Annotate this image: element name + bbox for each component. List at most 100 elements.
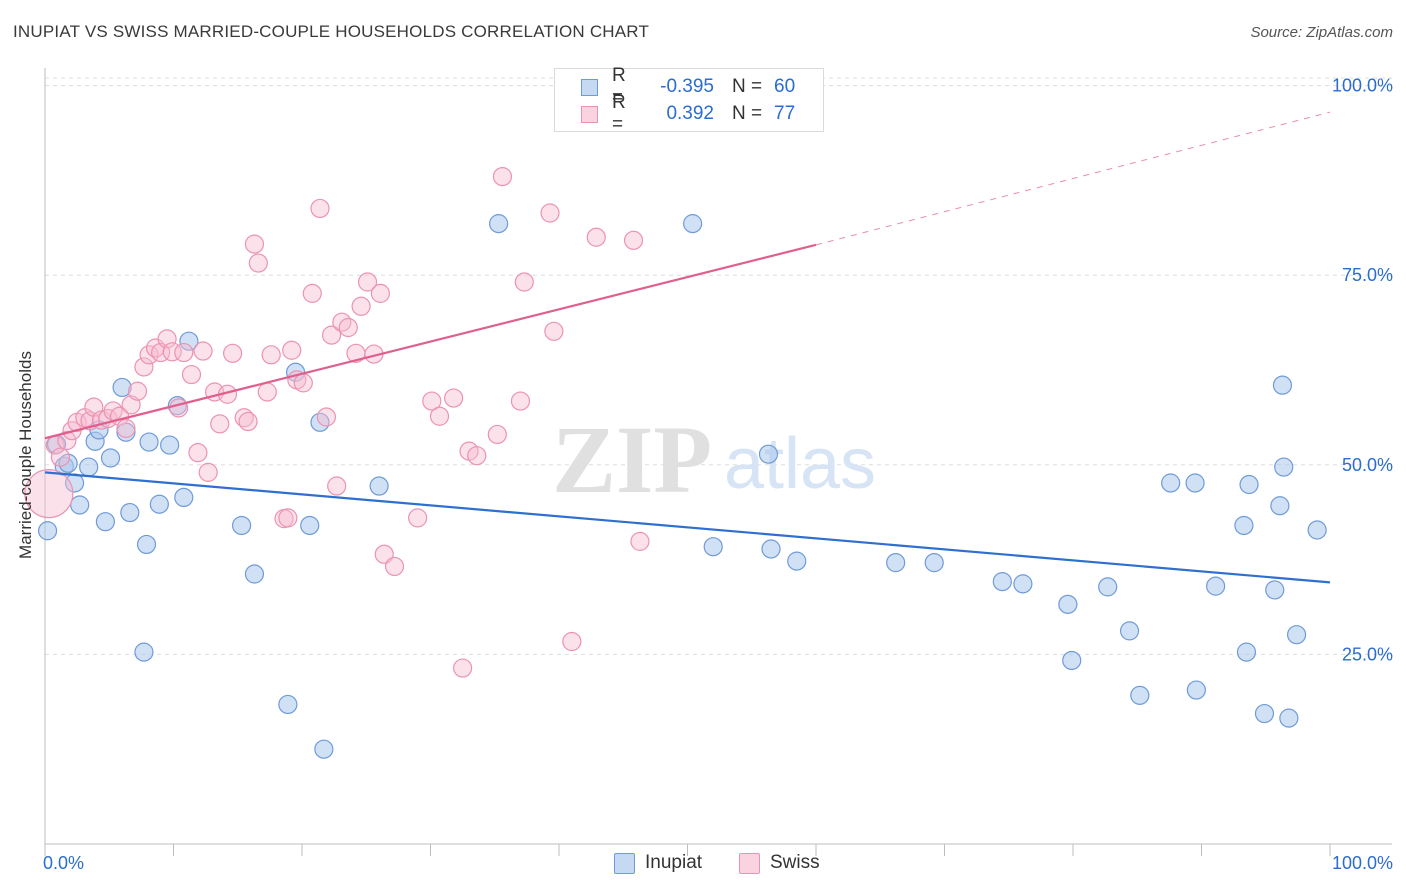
swiss-point <box>429 406 450 426</box>
inupiat-point <box>95 512 115 532</box>
r-value: -0.395 <box>660 76 714 97</box>
swiss-trend-line <box>44 243 817 440</box>
watermark-atlas: atlas <box>724 424 876 504</box>
swiss-point <box>198 462 218 482</box>
legend-row-swiss: R = 0.392 N = 77 <box>581 92 795 135</box>
inupiat-point <box>1206 576 1226 596</box>
inupiat-point <box>136 534 157 555</box>
swiss-point <box>188 443 208 463</box>
inupiat-point <box>1272 375 1293 395</box>
inupiat-point <box>1161 473 1181 493</box>
n-value: 60 <box>774 76 796 97</box>
swiss-point <box>169 398 189 418</box>
watermark: ZIP atlas <box>552 406 876 513</box>
swiss-point <box>492 166 513 187</box>
tick-labels: 25.0% 50.0% 75.0% 100.0% 0.0% 100.0% <box>43 76 1393 873</box>
chart-title: INUPIAT VS SWISS MARRIED-COUPLE HOUSEHOL… <box>13 22 650 41</box>
inupiat-point <box>70 495 90 515</box>
swiss-point <box>316 407 337 427</box>
inupiat-point <box>120 502 140 523</box>
inupiat-point <box>100 448 121 468</box>
swiss-point <box>134 357 154 377</box>
inupiat-point <box>1270 496 1290 516</box>
swiss-point <box>630 531 650 551</box>
swiss-point <box>544 321 564 341</box>
swiss-point <box>586 227 606 247</box>
inupiat-point <box>992 571 1012 592</box>
swiss-point <box>302 283 322 303</box>
inupiat-point <box>1254 703 1275 724</box>
swiss-point <box>248 253 268 273</box>
swiss-point <box>338 317 358 338</box>
swiss-point <box>103 401 123 421</box>
source-label: Source: ZipAtlas.com <box>1250 24 1393 41</box>
swiss-point <box>444 388 464 408</box>
inupiat-point <box>310 412 330 432</box>
swiss-point <box>357 272 378 292</box>
swiss-point <box>453 658 473 678</box>
inupiat-point <box>1239 474 1259 495</box>
swiss-point <box>370 283 390 303</box>
inupiat-point <box>149 494 169 514</box>
inupiat-point <box>134 642 154 662</box>
inupiat-point <box>139 432 159 452</box>
swiss-point <box>181 364 202 385</box>
legend-item-inupiat[interactable]: Inupiat <box>614 852 702 874</box>
swiss-point <box>332 312 352 332</box>
inupiat-legend-swatch <box>614 852 635 874</box>
inupiat-point <box>1236 642 1257 662</box>
swiss-point <box>510 391 531 411</box>
swiss-point <box>234 408 254 428</box>
y-tick-label: 75.0% <box>1342 265 1393 285</box>
watermark-zip: ZIP <box>552 406 712 513</box>
correlation-legend: R = -0.395 N = 60 R = 0.392 N = 77 <box>554 65 824 135</box>
inupiat-point <box>58 453 78 473</box>
swiss-point <box>50 447 71 467</box>
r-label: R = <box>612 92 626 135</box>
inupiat-point <box>787 551 807 571</box>
inupiat-point <box>1098 577 1118 597</box>
swiss-point <box>127 381 148 401</box>
swiss-point <box>57 430 77 451</box>
inupiat-point <box>924 553 944 573</box>
inupiat-swatch <box>581 78 598 96</box>
swiss-point <box>623 230 644 250</box>
swiss-point <box>351 296 371 316</box>
inupiat-point <box>1279 708 1299 728</box>
x-tick-label: 0.0% <box>43 853 84 873</box>
inupiat-point <box>79 457 99 477</box>
inupiat-point <box>683 214 703 234</box>
swiss-point <box>384 556 405 577</box>
inupiat-point <box>1274 457 1294 477</box>
swiss-trend-extension <box>815 111 1331 246</box>
swiss-point <box>514 272 534 292</box>
y-tick-label: 100.0% <box>1332 76 1393 96</box>
swiss-point <box>278 508 298 528</box>
swiss-point <box>257 382 277 402</box>
inupiat-point <box>489 214 509 234</box>
inupiat-point <box>1186 680 1206 700</box>
inupiat-point <box>278 694 298 715</box>
y-tick-label: 25.0% <box>1342 644 1393 664</box>
inupiat-point <box>1058 594 1078 614</box>
inupiat-point <box>174 487 194 508</box>
inupiat-point <box>703 537 723 557</box>
inupiat-point <box>369 476 389 496</box>
axes <box>44 68 1392 856</box>
swiss-point <box>487 424 507 445</box>
swiss-point <box>238 411 258 432</box>
inupiat-point <box>1265 580 1285 600</box>
swiss-point <box>408 508 428 528</box>
inupiat-point <box>1185 473 1205 493</box>
inupiat-point <box>37 521 58 541</box>
legend-item-swiss[interactable]: Swiss <box>739 852 820 874</box>
swiss-point <box>422 391 442 411</box>
inupiat-point <box>244 564 265 584</box>
inupiat-point <box>112 377 132 398</box>
inupiat-point <box>1062 650 1082 671</box>
inupiat-point <box>232 515 252 536</box>
swiss-point <box>293 373 313 393</box>
swiss-point <box>540 203 560 223</box>
series-legend: Inupiat Swiss <box>0 852 1406 878</box>
swiss-point <box>193 341 213 361</box>
